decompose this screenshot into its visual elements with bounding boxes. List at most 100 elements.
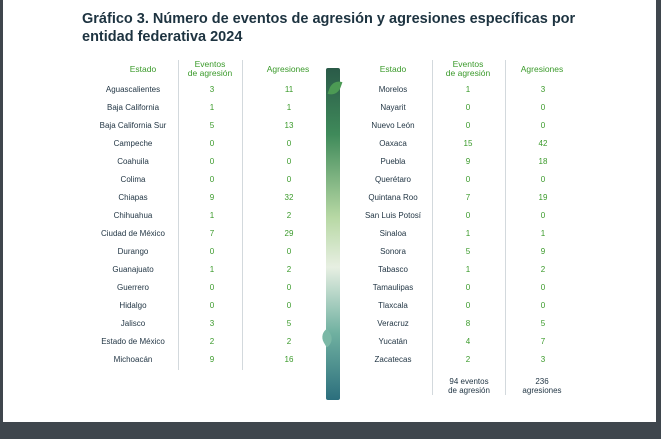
agresiones-value: 19 <box>538 193 548 202</box>
state-name: Chihuahua <box>113 211 153 220</box>
eventos-value: 7 <box>465 193 471 202</box>
agresiones-value: 1 <box>540 229 546 238</box>
state-name: Puebla <box>380 157 406 166</box>
eventos-value: 1 <box>465 265 471 274</box>
agresiones-value: 7 <box>540 337 546 346</box>
state-name: Tlaxcala <box>378 301 408 310</box>
total-eventos-line2: de agresión <box>448 386 490 395</box>
state-name: Oaxaca <box>379 139 407 148</box>
agresiones-value: 0 <box>286 175 292 184</box>
agresiones-value: 13 <box>284 121 294 130</box>
agresiones-value: 0 <box>540 211 546 220</box>
state-name: Jalisco <box>120 319 146 328</box>
eventos-value: 0 <box>209 157 215 166</box>
eventos-value: 15 <box>463 139 473 148</box>
separator-right-1 <box>432 60 433 395</box>
eventos-value: 1 <box>209 265 215 274</box>
agresiones-value: 2 <box>286 337 292 346</box>
eventos-value: 0 <box>209 283 215 292</box>
total-agresiones-line1: 236 <box>535 377 549 386</box>
eventos-value: 9 <box>209 355 215 364</box>
eventos-value: 0 <box>209 301 215 310</box>
agresiones-value: 5 <box>540 319 546 328</box>
agresiones-value: 3 <box>540 355 546 364</box>
header-eventos-left-line2: de agresión <box>187 68 233 78</box>
agresiones-value: 0 <box>540 103 546 112</box>
state-name: Coahuila <box>117 157 149 166</box>
separator-left-2 <box>242 60 243 370</box>
agresiones-value: 0 <box>286 139 292 148</box>
state-name: Chiapas <box>118 193 148 202</box>
state-name: Colima <box>120 175 146 184</box>
agresiones-value: 0 <box>286 247 292 256</box>
header-estado-left: Estado <box>129 64 157 74</box>
state-name: Durango <box>117 247 149 256</box>
state-name: Ciudad de México <box>100 229 166 238</box>
state-name: Morelos <box>378 85 408 94</box>
state-name: Veracruz <box>377 319 409 328</box>
eventos-value: 4 <box>465 337 471 346</box>
eventos-value: 0 <box>465 121 471 130</box>
eventos-value: 2 <box>465 355 471 364</box>
separator-right-2 <box>505 60 506 395</box>
state-name: Estado de México <box>101 337 165 346</box>
eventos-value: 9 <box>465 157 471 166</box>
header-eventos-left: Eventos de agresión <box>180 60 240 78</box>
frame-border-left <box>0 0 3 422</box>
state-name: Hidalgo <box>119 301 147 310</box>
header-agresiones-left: Agresiones <box>266 64 310 74</box>
agresiones-value: 2 <box>286 265 292 274</box>
state-name: Quintana Roo <box>368 193 418 202</box>
agresiones-value: 5 <box>286 319 292 328</box>
eventos-value: 3 <box>209 85 215 94</box>
state-name: Sinaloa <box>379 229 407 238</box>
agresiones-value: 0 <box>286 301 292 310</box>
total-agresiones-line2: agresiones <box>522 386 562 395</box>
state-name: Guerrero <box>116 283 149 292</box>
separator-left-1 <box>178 60 179 370</box>
state-name: Michoacán <box>113 355 153 364</box>
header-estado-right: Estado <box>379 64 407 74</box>
frame-border-right <box>656 0 661 439</box>
agresiones-value: 0 <box>540 301 546 310</box>
eventos-value: 1 <box>209 211 215 220</box>
eventos-value: 0 <box>209 247 215 256</box>
eventos-value: 7 <box>209 229 215 238</box>
state-name: Zacatecas <box>374 355 412 364</box>
agresiones-value: 29 <box>284 229 294 238</box>
eventos-value: 5 <box>465 247 471 256</box>
total-eventos-line1: 94 eventos <box>449 377 489 386</box>
eventos-value: 1 <box>465 229 471 238</box>
header-eventos-left-line1: Eventos <box>194 59 226 69</box>
chart-title: Gráfico 3. Número de eventos de agresión… <box>82 11 576 45</box>
eventos-value: 1 <box>465 85 471 94</box>
eventos-value: 5 <box>209 121 215 130</box>
agresiones-value: 18 <box>538 157 548 166</box>
state-name: Baja California <box>106 103 160 112</box>
eventos-value: 0 <box>465 175 471 184</box>
agresiones-value: 0 <box>286 157 292 166</box>
agresiones-value: 0 <box>286 283 292 292</box>
frame-border-bottom <box>0 422 661 439</box>
header-eventos-right-line2: de agresión <box>445 68 491 78</box>
agresiones-value: 0 <box>540 121 546 130</box>
agresiones-value: 2 <box>286 211 292 220</box>
state-name: Tabasco <box>378 265 408 274</box>
eventos-value: 8 <box>465 319 471 328</box>
total-eventos: 94 eventos de agresión <box>438 377 500 395</box>
state-name: San Luis Potosí <box>364 211 422 220</box>
state-name: Querétaro <box>374 175 412 184</box>
eventos-value: 0 <box>465 283 471 292</box>
agresiones-value: 11 <box>284 85 294 94</box>
state-name: Nuevo León <box>371 121 415 130</box>
header-eventos-right-line1: Eventos <box>452 59 484 69</box>
state-name: Sonora <box>380 247 406 256</box>
agresiones-value: 2 <box>540 265 546 274</box>
total-agresiones: 236 agresiones <box>512 377 572 395</box>
state-name: Tamaulipas <box>372 283 414 292</box>
header-eventos-right: Eventos de agresión <box>436 60 500 78</box>
eventos-value: 0 <box>465 211 471 220</box>
state-name: Campeche <box>113 139 153 148</box>
agresiones-value: 1 <box>286 103 292 112</box>
state-name: Aguascalientes <box>105 85 161 94</box>
